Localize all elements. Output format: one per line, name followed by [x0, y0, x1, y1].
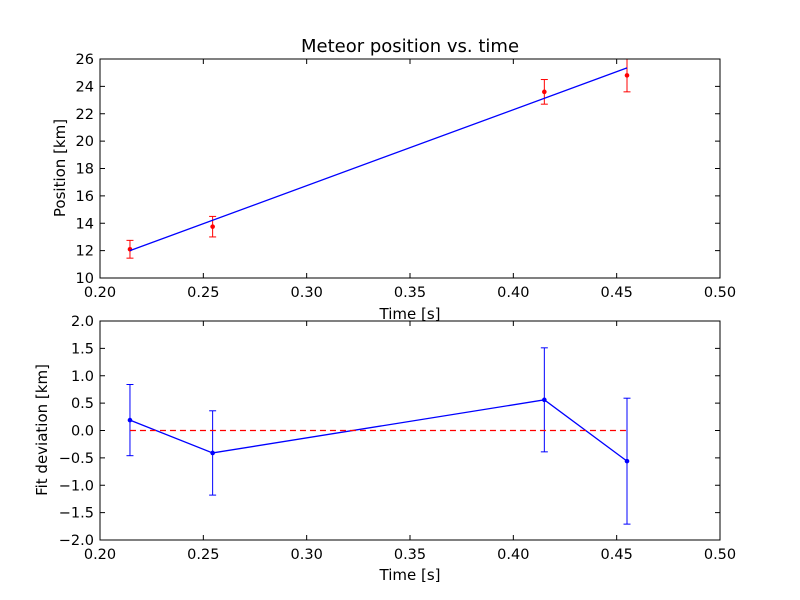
x-tick-label: 0.45 — [601, 547, 633, 563]
y-tick-label: 2.0 — [71, 314, 94, 330]
series-line — [129, 67, 628, 252]
y-tick-label: −0.5 — [59, 451, 94, 467]
y-tick-label: −1.5 — [59, 506, 94, 522]
x-tick-label: 0.50 — [704, 285, 736, 301]
x-tick-label: 0.35 — [394, 547, 426, 563]
x-axis-label: Time [s] — [379, 566, 441, 584]
x-tick-label: 0.40 — [497, 547, 529, 563]
y-tick-label: −1.0 — [59, 478, 94, 494]
x-tick-label: 0.20 — [84, 547, 116, 563]
data-point — [210, 224, 215, 229]
data-point — [624, 458, 630, 464]
y-axis-label: Position [km] — [51, 119, 69, 217]
x-tick-label: 0.20 — [84, 285, 116, 301]
data-point — [542, 397, 547, 403]
x-tick-label: 0.25 — [187, 285, 219, 301]
x-tick-label: 0.30 — [291, 285, 323, 301]
y-tick-label: 12 — [76, 244, 94, 260]
data-point — [624, 73, 630, 78]
y-tick-label: 16 — [76, 189, 94, 205]
x-tick-label: 0.30 — [291, 547, 323, 563]
data-point — [542, 89, 547, 95]
x-tick-label: 0.50 — [704, 547, 736, 563]
y-tick-label: 24 — [76, 79, 94, 95]
x-tick-label: 0.25 — [187, 547, 219, 563]
data-point — [127, 246, 133, 252]
axes-frame — [99, 58, 721, 279]
y-tick-label: 22 — [76, 107, 94, 123]
y-tick-label: 1.5 — [71, 341, 94, 357]
y-tick-label: 1.0 — [71, 369, 94, 385]
y-axis-label: Fit deviation [km] — [33, 364, 51, 496]
position-panel: Meteor position vs. time Time [s] Positi… — [51, 36, 736, 323]
series-group — [126, 58, 631, 259]
data-point — [210, 450, 215, 456]
chart-title: Meteor position vs. time — [301, 36, 519, 57]
y-tick-label: 0.0 — [71, 424, 94, 440]
x-tick-label: 0.35 — [394, 285, 426, 301]
y-tick-label: 14 — [76, 216, 94, 232]
y-tick-label: 20 — [76, 134, 94, 150]
y-tick-label: −2.0 — [59, 533, 94, 549]
x-tick-label: 0.40 — [497, 285, 529, 301]
y-tick-label: 26 — [76, 52, 94, 68]
data-point — [127, 417, 133, 423]
axes-frame — [99, 320, 721, 541]
deviation-panel: Time [s] Fit deviation [km] 0.20 0.25 0.30… — [33, 314, 736, 584]
y-tick-label: 18 — [76, 162, 94, 178]
x-tick-label: 0.45 — [601, 285, 633, 301]
x-axis-label: Time [s] — [379, 305, 441, 323]
y-tick-label: 10 — [76, 271, 94, 287]
series-group — [126, 347, 631, 525]
y-tick-label: 0.5 — [71, 396, 94, 412]
